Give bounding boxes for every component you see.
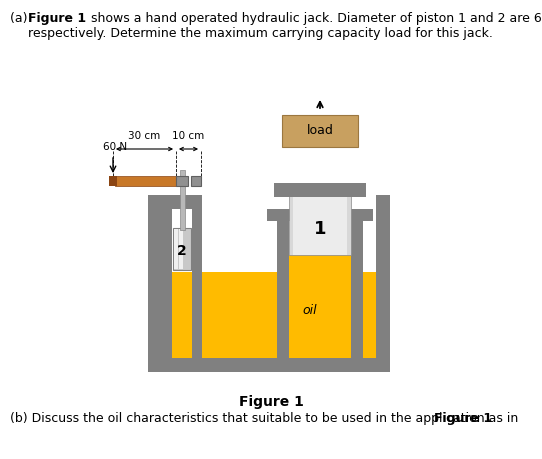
Bar [109, 176, 117, 186]
Bar [172, 272, 192, 358]
Bar [289, 190, 351, 255]
Bar [148, 358, 390, 372]
Bar [162, 209, 172, 358]
Bar [174, 229, 178, 269]
Text: 60 N: 60 N [103, 142, 127, 152]
Text: .: . [476, 412, 480, 425]
Text: 2: 2 [177, 244, 187, 258]
Bar [274, 183, 366, 197]
Bar [179, 229, 183, 269]
Bar [267, 209, 373, 221]
Text: Figure 1: Figure 1 [434, 412, 492, 425]
Bar [293, 190, 347, 255]
Bar [191, 176, 201, 186]
Text: (a): (a) [10, 12, 31, 25]
Bar [202, 272, 376, 358]
Text: 1: 1 [314, 219, 326, 237]
Bar [148, 195, 194, 209]
Bar [148, 195, 162, 372]
Text: respectively. Determine the maximum carrying capacity load for this jack.: respectively. Determine the maximum carr… [28, 27, 493, 40]
Text: oil: oil [302, 303, 317, 317]
Text: 10 cm: 10 cm [172, 131, 205, 141]
Bar [179, 170, 184, 230]
Bar [376, 195, 390, 372]
Bar [162, 195, 202, 209]
Text: shows a hand operated hydraulic jack. Diameter of piston 1 and 2 are 6 cm and 2 : shows a hand operated hydraulic jack. Di… [87, 12, 542, 25]
Bar [115, 176, 176, 186]
Bar [282, 115, 358, 147]
Bar [277, 209, 289, 372]
Bar [173, 228, 191, 270]
Text: Figure 1: Figure 1 [28, 12, 86, 25]
Text: Figure 1: Figure 1 [238, 395, 304, 409]
Bar [176, 176, 188, 186]
Bar [192, 209, 202, 358]
Bar [289, 255, 351, 358]
Text: (b) Discuss the oil characteristics that suitable to be used in the application : (b) Discuss the oil characteristics that… [10, 412, 522, 425]
Text: 30 cm: 30 cm [128, 131, 160, 141]
Bar [351, 209, 363, 372]
Text: load: load [307, 124, 333, 138]
